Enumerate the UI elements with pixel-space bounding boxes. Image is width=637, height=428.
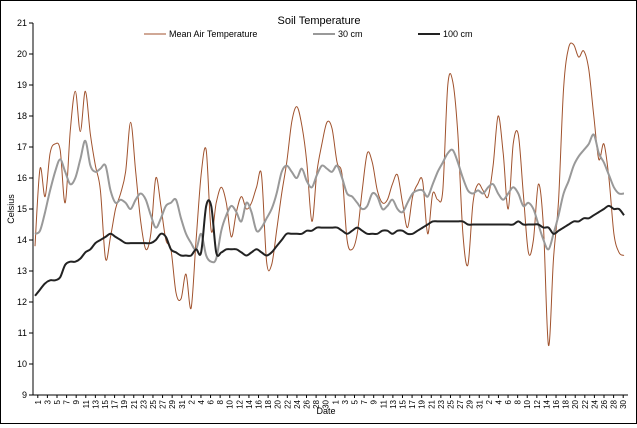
- x-tick-label: 13: [389, 399, 398, 408]
- x-tick-label: 12: [235, 399, 244, 408]
- x-tick-label: 30: [619, 399, 628, 408]
- x-tick-label: 21: [130, 399, 139, 408]
- x-tick-label: 28: [312, 399, 321, 408]
- x-tick-label: 10: [226, 399, 235, 408]
- x-tick-label: 7: [360, 399, 369, 404]
- x-tick-label: 2: [187, 399, 196, 404]
- x-tick-label: 6: [207, 399, 216, 404]
- x-tick-label: 16: [255, 399, 264, 408]
- x-tick-label: 11: [82, 399, 91, 408]
- x-tick-label: 15: [398, 399, 407, 408]
- x-tick-label: 21: [427, 399, 436, 408]
- legend: Mean Air Temperature 30 cm 100 cm: [144, 29, 473, 39]
- x-tick-label: 1: [331, 399, 340, 404]
- x-axis-label: Date: [316, 406, 335, 416]
- x-tick-label: 19: [120, 399, 129, 408]
- chart-title: Soil Temperature: [278, 15, 361, 27]
- x-tick-label: 15: [101, 399, 110, 408]
- x-tick-label: 22: [581, 399, 590, 408]
- x-tick-label: 4: [494, 399, 503, 404]
- series-line-mean-air-temperature: [34, 42, 625, 346]
- y-tick-label: 13: [17, 266, 27, 276]
- series-lines: [34, 42, 625, 346]
- series-line-30-cm: [34, 133, 625, 264]
- x-tick-label: 22: [283, 399, 292, 408]
- x-tick-label: 18: [562, 399, 571, 408]
- x-tick-label: 9: [72, 399, 81, 404]
- x-tick-label: 27: [159, 399, 168, 408]
- x-tick-label: 13: [91, 399, 100, 408]
- x-tick-label: 17: [111, 399, 120, 408]
- x-tick-label: 26: [303, 399, 312, 408]
- x-tick-label: 5: [350, 399, 359, 404]
- x-tick-label: 10: [523, 399, 532, 408]
- x-ticks: 1 3 5 7 9 11 13 15 17 19 21 23 25 27 29 31 2 4 6 8 10 12 14 16 1…: [34, 395, 628, 409]
- x-tick-label: 3: [43, 399, 52, 404]
- x-tick-label: 28: [610, 399, 619, 408]
- y-tick-label: 21: [17, 18, 27, 28]
- x-tick-label: 25: [149, 399, 158, 408]
- legend-label-30-cm: 30 cm: [338, 29, 363, 39]
- x-tick-label: 5: [53, 399, 62, 404]
- y-tick-label: 15: [17, 204, 27, 214]
- x-tick-label: 29: [466, 399, 475, 408]
- x-tick-label: 14: [245, 399, 254, 408]
- y-tick-label: 12: [17, 297, 27, 307]
- x-tick-label: 20: [571, 399, 580, 408]
- x-tick-label: 8: [216, 399, 225, 404]
- x-tick-label: 23: [437, 399, 446, 408]
- x-tick-label: 11: [379, 399, 388, 408]
- x-tick-label: 29: [168, 399, 177, 408]
- x-tick-label: 25: [446, 399, 455, 408]
- x-tick-label: 1: [34, 399, 43, 404]
- x-tick-label: 8: [514, 399, 523, 404]
- x-tick-label: 18: [264, 399, 273, 408]
- x-tick-label: 24: [590, 399, 599, 408]
- x-tick-label: 12: [533, 399, 542, 408]
- x-tick-label: 27: [456, 399, 465, 408]
- y-tick-label: 11: [18, 328, 27, 338]
- x-tick-label: 6: [504, 399, 513, 404]
- x-tick-label: 23: [139, 399, 148, 408]
- y-axis-label: Celsius: [6, 194, 16, 224]
- x-tick-label: 24: [293, 399, 302, 408]
- x-tick-label: 4: [197, 399, 206, 404]
- y-tick-label: 14: [17, 235, 27, 245]
- x-tick-label: 7: [63, 399, 72, 404]
- x-tick-label: 3: [341, 399, 350, 404]
- y-tick-label: 10: [17, 359, 27, 369]
- x-tick-label: 31: [475, 399, 484, 408]
- x-tick-label: 20: [274, 399, 283, 408]
- y-tick-label: 16: [17, 173, 27, 183]
- y-tick-label: 17: [17, 142, 27, 152]
- x-tick-label: 19: [418, 399, 427, 408]
- series-line-100-cm: [34, 199, 625, 297]
- x-tick-label: 17: [408, 399, 417, 408]
- y-tick-label: 19: [17, 80, 27, 90]
- x-tick-label: 16: [552, 399, 561, 408]
- y-ticks: 9 10 11 12 13 14 15 16 17 18 19 20 21: [17, 18, 33, 400]
- legend-label-mean-air-temperature: Mean Air Temperature: [169, 29, 257, 39]
- x-tick-label: 30: [322, 399, 331, 408]
- x-tick-label: 26: [600, 399, 609, 408]
- x-tick-label: 14: [542, 399, 551, 408]
- x-tick-label: 31: [178, 399, 187, 408]
- x-tick-label: 9: [370, 399, 379, 404]
- y-tick-label: 18: [17, 111, 27, 121]
- y-tick-label: 20: [17, 49, 27, 59]
- legend-label-100-cm: 100 cm: [443, 29, 473, 39]
- y-tick-label: 9: [22, 390, 27, 400]
- x-tick-label: 2: [485, 399, 494, 404]
